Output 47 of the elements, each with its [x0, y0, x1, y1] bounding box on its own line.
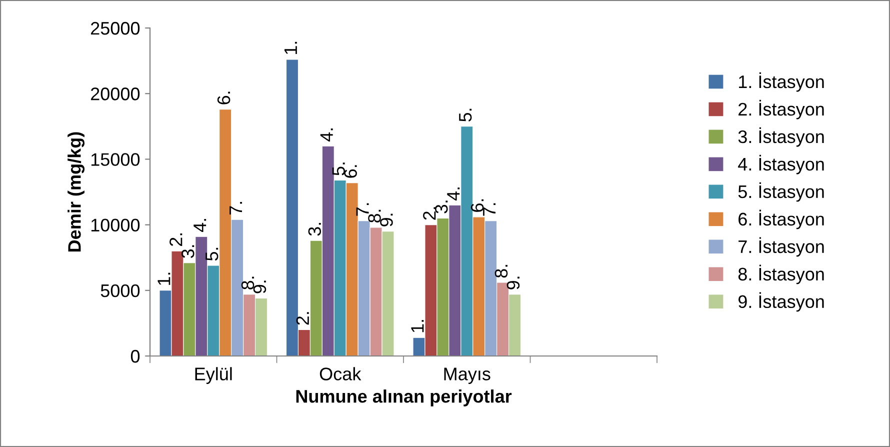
- y-axis-title: Demir (mg/kg): [68, 132, 85, 252]
- annotation: 6.: [470, 199, 484, 212]
- annotation: 8.: [241, 276, 254, 290]
- annotation: 1.: [411, 320, 424, 332]
- x-tick-label: Eylül: [195, 367, 232, 384]
- x-axis-title: Numune alınan periyotlar: [296, 390, 512, 406]
- annotation: 2.: [423, 207, 436, 220]
- legend-label: 3. İstasyon: [738, 127, 824, 147]
- annotation: 2.: [296, 312, 309, 325]
- annotation: 3.: [181, 245, 194, 258]
- annotation: 6.: [344, 165, 357, 178]
- legend-label: 8. İstasyon: [738, 264, 824, 284]
- y-tick-label: 10000: [91, 218, 140, 232]
- legend-label: 4. İstasyon: [738, 154, 824, 174]
- x-tick-label: Mayıs: [444, 368, 490, 384]
- legend-label: 1. İstasyon: [739, 72, 824, 92]
- annotation: 2.: [170, 233, 182, 246]
- annotation: 3.: [308, 222, 322, 236]
- annotation: 5.: [332, 162, 345, 176]
- annotation: 7.: [483, 203, 496, 216]
- annotation: 9.: [380, 214, 393, 226]
- annotation: 6.: [217, 92, 230, 104]
- legend-label: 7. İstasyon: [738, 237, 824, 257]
- annotation: 5.: [206, 248, 218, 261]
- legend-label: 9. İstasyon: [738, 292, 824, 312]
- y-tick-label: 25000: [90, 22, 140, 35]
- legend-label: 2. İstasyon: [738, 100, 824, 120]
- y-tick-label: 0: [130, 350, 140, 363]
- annotation: 4.: [320, 128, 333, 142]
- y-tick-label: 5000: [100, 284, 140, 298]
- annotation: 8.: [494, 264, 508, 278]
- legend-label: 5. İstasyon: [738, 182, 824, 202]
- annotation: 1.: [284, 42, 297, 54]
- annotation: 3.: [434, 200, 448, 214]
- x-tick-label: Ocak: [320, 367, 362, 380]
- y-tick-label: 15000: [91, 153, 140, 166]
- y-tick-label: 20000: [90, 88, 140, 100]
- annotation: 4.: [447, 188, 460, 201]
- annotation: 8.: [368, 210, 381, 222]
- annotation: 9.: [506, 276, 520, 290]
- legend-label: 6. İstasyon: [738, 210, 824, 230]
- annotation: 9.: [253, 280, 266, 294]
- annotation: 1.: [158, 272, 170, 285]
- annotation: 5.: [459, 108, 472, 122]
- annotation: 7.: [230, 202, 242, 214]
- annotation: 4.: [194, 219, 206, 232]
- annotation: 7.: [356, 203, 369, 216]
